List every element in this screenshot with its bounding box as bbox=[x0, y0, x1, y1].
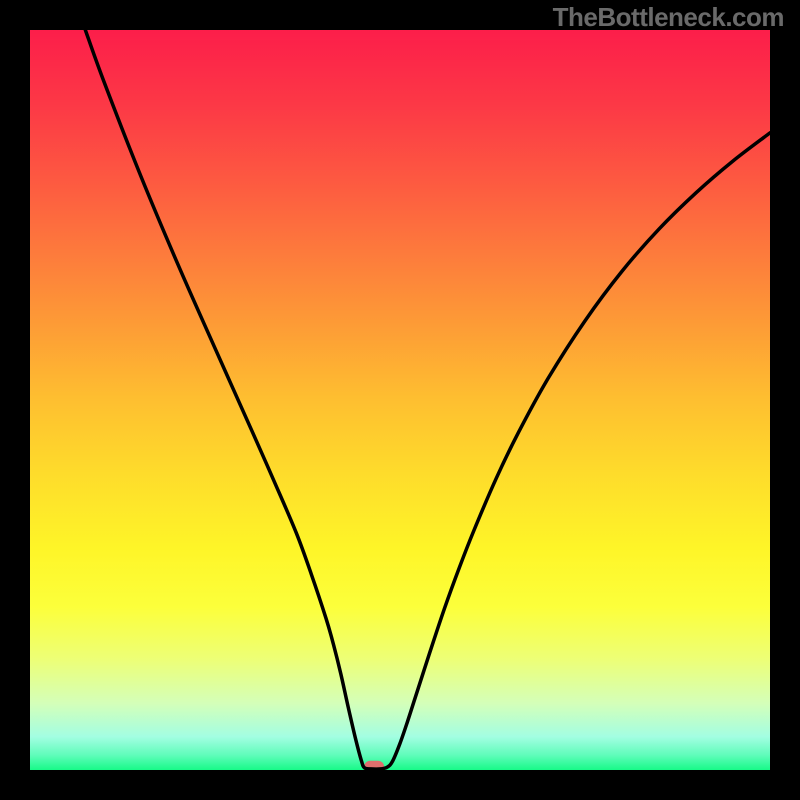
watermark-text: TheBottleneck.com bbox=[553, 2, 784, 33]
gradient-background bbox=[30, 30, 770, 770]
chart-container: TheBottleneck.com bbox=[0, 0, 800, 800]
plot-area bbox=[30, 30, 770, 770]
chart-svg bbox=[30, 30, 770, 770]
